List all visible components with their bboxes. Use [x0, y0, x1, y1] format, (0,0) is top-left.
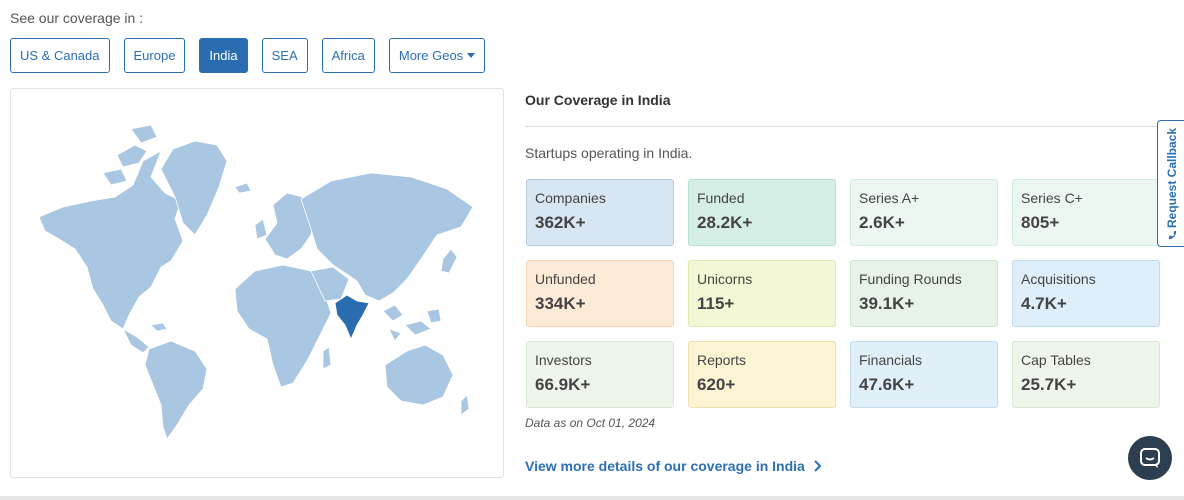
stat-value: 25.7K+ — [1021, 375, 1077, 394]
view-more-label: View more details of our coverage in Ind… — [525, 458, 805, 474]
view-more-link[interactable]: View more details of our coverage in Ind… — [525, 458, 823, 474]
map-region-africa — [234, 264, 332, 388]
stat-value: 334K+ — [535, 294, 586, 313]
stat-tile-funded[interactable]: Funded 28.2K+ — [688, 179, 836, 246]
caret-down-icon — [467, 53, 476, 58]
stat-tile-reports[interactable]: Reports 620+ — [688, 341, 836, 408]
map-region-japan — [440, 248, 458, 274]
map-region-central-america — [122, 322, 168, 354]
stat-label: Series C+ — [1021, 190, 1083, 206]
stat-tile-funding-rounds[interactable]: Funding Rounds 39.1K+ — [850, 260, 998, 327]
geo-button-sea[interactable]: SEA — [261, 38, 308, 73]
stat-value: 47.6K+ — [859, 375, 915, 394]
geo-button-label: Africa — [331, 48, 365, 63]
stat-label: Funded — [697, 190, 745, 206]
stat-tile-series-c[interactable]: Series C+ 805+ — [1012, 179, 1160, 246]
stat-label: Unfunded — [535, 271, 596, 287]
request-callback-label: Request Callback — [1166, 127, 1180, 239]
phone-icon — [1169, 230, 1177, 239]
request-callback-tab[interactable]: Request Callback — [1157, 120, 1184, 247]
stat-tile-companies[interactable]: Companies 362K+ — [526, 179, 674, 246]
stat-value: 66.9K+ — [535, 375, 591, 394]
stat-value: 4.7K+ — [1021, 294, 1067, 313]
stat-tile-unicorns[interactable]: Unicorns 115+ — [688, 260, 836, 327]
stat-value: 28.2K+ — [697, 213, 753, 232]
world-map-card — [10, 88, 504, 478]
geo-button-us-canada[interactable]: US & Canada — [10, 38, 110, 73]
map-region-iceland — [234, 182, 252, 194]
map-region-greenland — [160, 140, 228, 236]
stat-tile-unfunded[interactable]: Unfunded 334K+ — [526, 260, 674, 327]
geo-button-india[interactable]: India — [199, 38, 248, 73]
geo-button-label: Europe — [133, 48, 176, 63]
stat-label: Funding Rounds — [859, 271, 962, 287]
map-region-south-america — [144, 340, 208, 440]
map-region-asia — [300, 172, 474, 302]
request-callback-text: Request Callback — [1165, 127, 1180, 228]
geo-button-europe[interactable]: Europe — [123, 38, 186, 73]
stat-label: Investors — [535, 352, 592, 368]
stat-label: Reports — [697, 352, 747, 368]
stat-value: 805+ — [1021, 213, 1060, 232]
stat-label: Series A+ — [859, 190, 920, 206]
map-region-new-zealand — [460, 394, 470, 416]
coverage-title: Our Coverage in India — [525, 92, 671, 108]
chat-widget-button[interactable] — [1128, 436, 1172, 480]
bottom-divider — [0, 496, 1184, 500]
geo-button-label: SEA — [271, 48, 298, 63]
divider — [525, 126, 1157, 127]
chevron-right-icon — [814, 460, 822, 472]
coverage-subtitle: Startups operating in India. — [525, 145, 693, 161]
more-geos-dropdown[interactable]: More Geos — [388, 38, 486, 73]
geo-button-africa[interactable]: Africa — [321, 38, 375, 73]
stat-value: 39.1K+ — [859, 294, 915, 313]
map-region-middle-east — [310, 266, 350, 302]
geo-selector: US & Canada Europe India SEA Africa More… — [10, 38, 486, 73]
stat-tile-investors[interactable]: Investors 66.9K+ — [526, 341, 674, 408]
stat-tile-financials[interactable]: Financials 47.6K+ — [850, 341, 998, 408]
data-date: Data as on Oct 01, 2024 — [525, 416, 656, 430]
map-region-southeast-asia — [382, 304, 442, 342]
map-region-australia — [384, 344, 454, 406]
map-region-india — [334, 294, 370, 341]
stat-value: 115+ — [697, 294, 735, 313]
map-region-madagascar — [322, 346, 332, 370]
stat-label: Financials — [859, 352, 923, 368]
stat-value: 362K+ — [535, 213, 586, 232]
stat-tile-series-a[interactable]: Series A+ 2.6K+ — [850, 179, 998, 246]
stat-label: Acquisitions — [1021, 271, 1096, 287]
geo-button-label: India — [209, 48, 238, 63]
map-region-north-america — [38, 150, 184, 330]
geo-button-label: More Geos — [398, 48, 464, 63]
stat-value: 620+ — [697, 375, 736, 394]
intro-text: See our coverage in : — [10, 10, 144, 26]
map-region-uk — [254, 218, 268, 240]
stat-label: Unicorns — [697, 271, 753, 287]
chat-icon — [1140, 448, 1160, 468]
geo-button-label: US & Canada — [20, 48, 100, 63]
stat-tile-cap-tables[interactable]: Cap Tables 25.7K+ — [1012, 341, 1160, 408]
stat-tile-acquisitions[interactable]: Acquisitions 4.7K+ — [1012, 260, 1160, 327]
stat-value: 2.6K+ — [859, 213, 905, 232]
stat-label: Cap Tables — [1021, 352, 1091, 368]
map-region-arctic-islands — [102, 124, 158, 186]
stat-label: Companies — [535, 190, 606, 206]
world-map — [38, 124, 474, 440]
